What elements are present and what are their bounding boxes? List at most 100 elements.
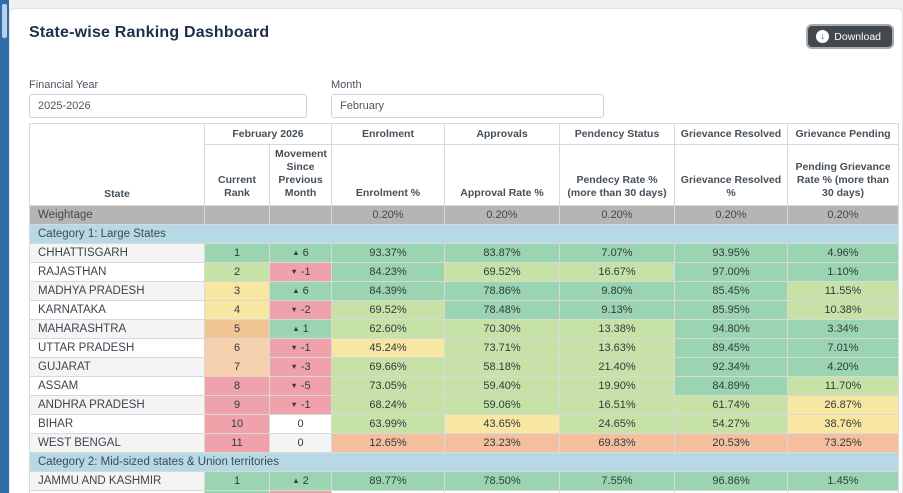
- metric-cell: 84.23%: [331, 262, 445, 282]
- metric-cell: 1.45%: [787, 471, 899, 491]
- metric-cell: 84.89%: [674, 376, 788, 396]
- metric-cell: 93.95%: [674, 243, 788, 263]
- movement-cell: ▼ -2: [269, 300, 332, 320]
- movement-header: Movement Since Previous Month: [269, 144, 332, 206]
- metric-cell: 7.01%: [787, 338, 899, 358]
- group-header-grievance-resolved: Grievance Resolved: [674, 123, 788, 145]
- table-row: ANDHRA PRADESH 9 ▼ -1 68.24% 59.06% 16.51% 61.…: [29, 395, 899, 415]
- state-cell: GUJARAT: [29, 357, 205, 377]
- metric-cell: 93.37%: [331, 243, 445, 263]
- arrow-down-icon: ▼: [290, 362, 298, 371]
- metric-cell: 45.24%: [331, 338, 445, 358]
- metric-cell: 9.80%: [559, 281, 675, 301]
- financial-year-input[interactable]: [29, 94, 307, 118]
- metric-cell: 73.25%: [787, 433, 899, 453]
- metric-cell: 7.55%: [559, 471, 675, 491]
- metric-cell: 73.05%: [331, 376, 445, 396]
- weightage-label: Weightage: [29, 205, 205, 225]
- group-header-pendency: Pendency Status: [559, 123, 675, 145]
- group-header-approvals: Approvals: [444, 123, 560, 145]
- metric-header-enrolment: Enrolment %: [331, 144, 445, 206]
- arrow-down-icon: ▼: [290, 267, 298, 276]
- metric-header-grievance-pending: Pending Grievance Rate % (more than 30 d…: [787, 144, 899, 206]
- metric-header-grievance-resolved: Grievance Resolved %: [674, 144, 788, 206]
- month-input[interactable]: [331, 94, 604, 118]
- arrow-down-icon: ▼: [290, 400, 298, 409]
- metric-cell: 85.45%: [674, 281, 788, 301]
- rank-cell: 7: [204, 357, 270, 377]
- group-header-enrolment: Enrolment: [331, 123, 445, 145]
- state-cell: MAHARASHTRA: [29, 319, 205, 339]
- metric-cell: 7.07%: [559, 243, 675, 263]
- movement-cell: ▼ -5: [269, 376, 332, 396]
- rank-cell: 3: [204, 281, 270, 301]
- metric-cell: 70.30%: [444, 319, 560, 339]
- weightage-empty: [269, 205, 332, 225]
- movement-cell: 0: [269, 414, 332, 434]
- metric-cell: 78.48%: [444, 300, 560, 320]
- metric-cell: 85.95%: [674, 300, 788, 320]
- download-icon: ↓: [816, 30, 830, 43]
- arrow-up-icon: ▲: [292, 324, 300, 333]
- metric-cell: 1.10%: [787, 262, 899, 282]
- table-body: Weightage 0.20% 0.20% 0.20% 0.20% 0.20% Catego…: [29, 205, 899, 493]
- category-label: Category 2: Mid-sized states & Union ter…: [29, 452, 899, 472]
- rank-cell: 1: [204, 471, 270, 491]
- financial-year-field: Financial Year: [29, 79, 307, 118]
- weightage-row: Weightage 0.20% 0.20% 0.20% 0.20% 0.20%: [29, 205, 899, 225]
- weightage-value: 0.20%: [787, 205, 899, 225]
- metric-cell: 20.53%: [674, 433, 788, 453]
- state-cell: ASSAM: [29, 376, 205, 396]
- metric-header-pendency: Pendecy Rate % (more than 30 days): [559, 144, 675, 206]
- state-cell: CHHATTISGARH: [29, 243, 205, 263]
- category-row: Category 1: Large States: [29, 224, 899, 244]
- metric-cell: 3.34%: [787, 319, 899, 339]
- state-cell: MADHYA PRADESH: [29, 281, 205, 301]
- metric-header-approval: Approval Rate %: [444, 144, 560, 206]
- table-row: ASSAM 8 ▼ -5 73.05% 59.40% 19.90% 84.89% 11.70%: [29, 376, 899, 396]
- filters: Financial Year Month: [10, 79, 902, 118]
- metric-cell: 11.55%: [787, 281, 899, 301]
- financial-year-label: Financial Year: [29, 79, 99, 91]
- weightage-value: 0.20%: [331, 205, 445, 225]
- table-row: MADHYA PRADESH 3 ▲ 6 84.39% 78.86% 9.80% 85.45…: [29, 281, 899, 301]
- metric-cell: 26.87%: [787, 395, 899, 415]
- movement-cell: ▲ 1: [269, 319, 332, 339]
- table-row: WEST BENGAL 11 0 12.65% 23.23% 69.83% 20.53% 73…: [29, 433, 899, 453]
- rank-cell: 4: [204, 300, 270, 320]
- rank-cell: 8: [204, 376, 270, 396]
- metric-cell: 54.27%: [674, 414, 788, 434]
- download-button[interactable]: ↓ Download: [806, 24, 894, 49]
- scrollbar-thumb[interactable]: [2, 4, 7, 38]
- metric-cell: 59.06%: [444, 395, 560, 415]
- arrow-up-icon: ▲: [292, 476, 300, 485]
- metric-cell: 58.18%: [444, 357, 560, 377]
- weightage-value: 0.20%: [444, 205, 560, 225]
- metric-cell: 61.74%: [674, 395, 788, 415]
- table-row: UTTAR PRADESH 6 ▼ -1 45.24% 73.71% 13.63% 89.4…: [29, 338, 899, 358]
- metric-cell: 13.63%: [559, 338, 675, 358]
- movement-cell: ▼ -1: [269, 338, 332, 358]
- state-cell: ANDHRA PRADESH: [29, 395, 205, 415]
- ranking-table-wrap: State February 2026 Enrolment Approvals …: [10, 118, 902, 493]
- table-row: RAJASTHAN 2 ▼ -1 84.23% 69.52% 16.67% 97.00% 1.…: [29, 262, 899, 282]
- rank-cell: 5: [204, 319, 270, 339]
- metric-cell: 97.00%: [674, 262, 788, 282]
- table-row: CHHATTISGARH 1 ▲ 6 93.37% 83.87% 7.07% 93.95% 4…: [29, 243, 899, 263]
- table-header: State February 2026 Enrolment Approvals …: [29, 123, 899, 206]
- vertical-scrollbar[interactable]: [0, 0, 9, 493]
- metric-cell: 69.66%: [331, 357, 445, 377]
- rank-cell: 1: [204, 243, 270, 263]
- movement-cell: ▲ 2: [269, 471, 332, 491]
- metric-cell: 24.65%: [559, 414, 675, 434]
- metric-cell: 69.52%: [331, 300, 445, 320]
- category-label: Category 1: Large States: [29, 224, 899, 244]
- arrow-down-icon: ▼: [290, 343, 298, 352]
- state-cell: UTTAR PRADESH: [29, 338, 205, 358]
- table-row: JAMMU AND KASHMIR 1 ▲ 2 89.77% 78.50% 7.55% 96…: [29, 471, 899, 491]
- metric-cell: 21.40%: [559, 357, 675, 377]
- current-rank-header: Current Rank: [204, 144, 270, 206]
- metric-cell: 12.65%: [331, 433, 445, 453]
- metric-cell: 59.40%: [444, 376, 560, 396]
- category-row: Category 2: Mid-sized states & Union ter…: [29, 452, 899, 472]
